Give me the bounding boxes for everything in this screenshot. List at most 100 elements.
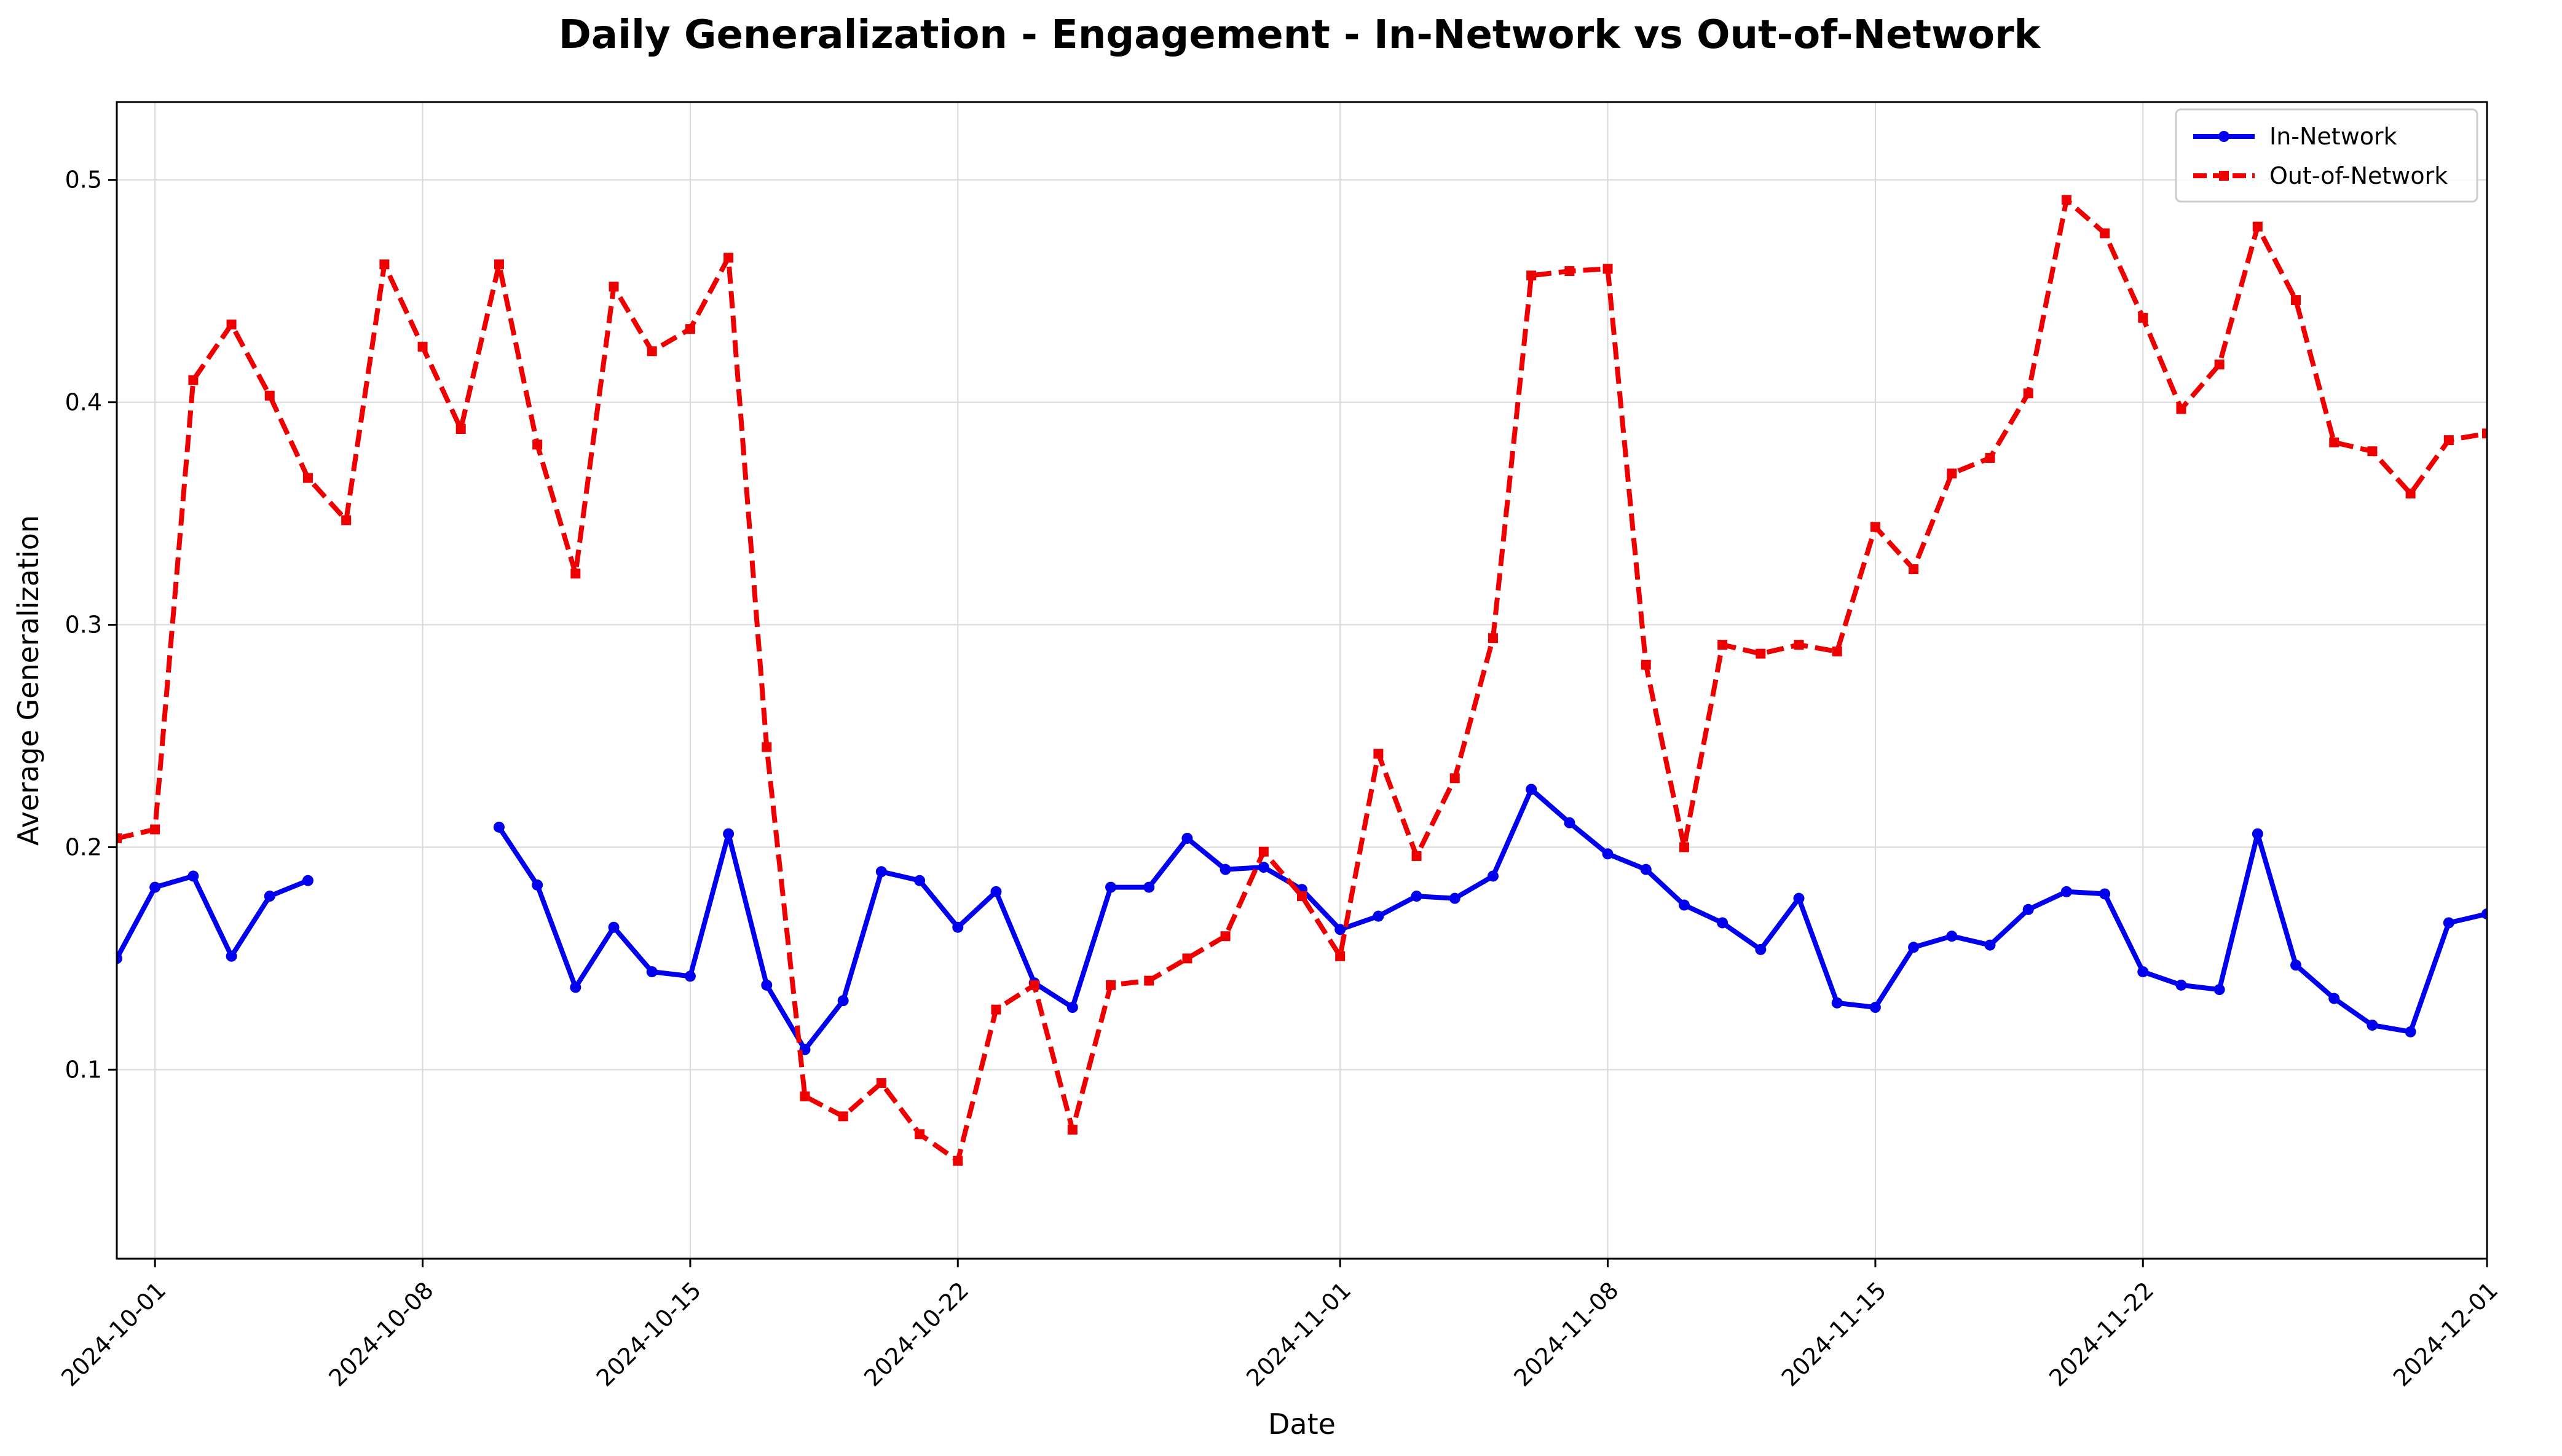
data-point bbox=[914, 875, 926, 886]
data-point bbox=[1373, 910, 1384, 922]
data-point bbox=[723, 828, 735, 840]
data-point bbox=[1144, 975, 1154, 986]
data-point bbox=[990, 886, 1002, 897]
data-point bbox=[570, 569, 581, 579]
data-point bbox=[302, 473, 313, 483]
data-point bbox=[685, 324, 695, 334]
data-point bbox=[1449, 773, 1460, 784]
y-tick-label: 0.4 bbox=[65, 389, 102, 416]
data-point bbox=[876, 1078, 886, 1088]
data-point bbox=[1526, 784, 1537, 795]
data-point bbox=[875, 866, 887, 878]
data-point bbox=[1488, 633, 1498, 643]
series-line bbox=[117, 197, 2487, 1163]
data-point bbox=[1526, 270, 1537, 281]
data-point bbox=[1335, 951, 1346, 961]
legend-label: Out-of-Network bbox=[2269, 162, 2448, 189]
data-point bbox=[1258, 862, 1269, 873]
data-point bbox=[1564, 817, 1575, 828]
data-point bbox=[455, 424, 466, 435]
data-point bbox=[953, 1155, 963, 1166]
data-point bbox=[1182, 953, 1192, 964]
data-point bbox=[494, 259, 504, 270]
data-point bbox=[2022, 903, 2034, 915]
data-point bbox=[2213, 984, 2225, 996]
data-point bbox=[226, 319, 237, 329]
data-point bbox=[379, 259, 390, 270]
data-point bbox=[1717, 917, 1728, 929]
data-point bbox=[1449, 892, 1460, 904]
data-point bbox=[2405, 1026, 2416, 1037]
data-point bbox=[1909, 564, 1919, 575]
series-in-network bbox=[117, 784, 2487, 1055]
data-point bbox=[1066, 1002, 1078, 1013]
data-point bbox=[1602, 264, 1613, 274]
data-point bbox=[2443, 917, 2454, 929]
data-point bbox=[1181, 832, 1193, 844]
data-point bbox=[1793, 892, 1805, 904]
data-point bbox=[608, 921, 620, 933]
data-point bbox=[1869, 1002, 1881, 1013]
data-point bbox=[2023, 388, 2033, 399]
data-point bbox=[2367, 1019, 2378, 1031]
data-point bbox=[1220, 864, 1231, 875]
legend-marker bbox=[2218, 131, 2229, 142]
data-point bbox=[915, 1129, 925, 1139]
data-point bbox=[1297, 891, 1307, 902]
data-point bbox=[1756, 648, 1766, 659]
data-point bbox=[838, 1111, 848, 1122]
y-tick-label: 0.2 bbox=[65, 833, 102, 860]
data-point bbox=[1755, 943, 1767, 955]
legend-box bbox=[2175, 108, 2478, 203]
data-point bbox=[302, 875, 313, 886]
data-point bbox=[1717, 640, 1728, 650]
data-point bbox=[532, 439, 543, 450]
data-point bbox=[1029, 980, 1039, 990]
data-point bbox=[2482, 428, 2487, 439]
data-point bbox=[417, 342, 428, 352]
data-point bbox=[1411, 851, 1422, 861]
data-point bbox=[1679, 842, 1689, 852]
data-point bbox=[1487, 870, 1499, 882]
data-point bbox=[1984, 939, 1996, 951]
data-point bbox=[723, 253, 734, 263]
legend-marker bbox=[2219, 171, 2229, 181]
data-point bbox=[2290, 959, 2302, 971]
data-point bbox=[609, 281, 619, 292]
data-point bbox=[1334, 924, 1346, 935]
chart-title: Daily Generalization - Engagement - In-N… bbox=[559, 12, 2041, 58]
data-point bbox=[1794, 640, 1804, 650]
data-point bbox=[2214, 360, 2225, 370]
data-point bbox=[2329, 437, 2339, 447]
data-point bbox=[1106, 980, 1116, 990]
data-point bbox=[1831, 997, 1843, 1009]
data-point bbox=[2252, 221, 2263, 232]
data-point bbox=[570, 982, 581, 993]
data-point bbox=[1678, 899, 1690, 911]
data-point bbox=[1411, 891, 1422, 902]
data-point bbox=[991, 1004, 1001, 1015]
data-point bbox=[187, 870, 199, 882]
series-line bbox=[117, 873, 309, 960]
data-point bbox=[1947, 468, 1957, 479]
data-point bbox=[2100, 228, 2110, 238]
data-point bbox=[684, 970, 696, 982]
data-point bbox=[532, 879, 543, 891]
data-point bbox=[1985, 453, 1995, 463]
data-point bbox=[493, 821, 505, 833]
data-point bbox=[264, 891, 275, 902]
data-point bbox=[2328, 993, 2340, 1004]
data-point bbox=[2099, 888, 2111, 900]
data-point bbox=[1373, 749, 1384, 759]
data-point bbox=[150, 824, 160, 835]
data-point bbox=[2481, 908, 2487, 920]
data-point bbox=[800, 1091, 810, 1101]
data-point bbox=[837, 995, 849, 1007]
data-point bbox=[2367, 446, 2378, 457]
data-point bbox=[264, 390, 275, 401]
data-point bbox=[1564, 266, 1575, 277]
data-point bbox=[2060, 886, 2072, 897]
data-point bbox=[1832, 646, 1842, 656]
data-point bbox=[761, 979, 773, 991]
data-point bbox=[1143, 881, 1155, 893]
